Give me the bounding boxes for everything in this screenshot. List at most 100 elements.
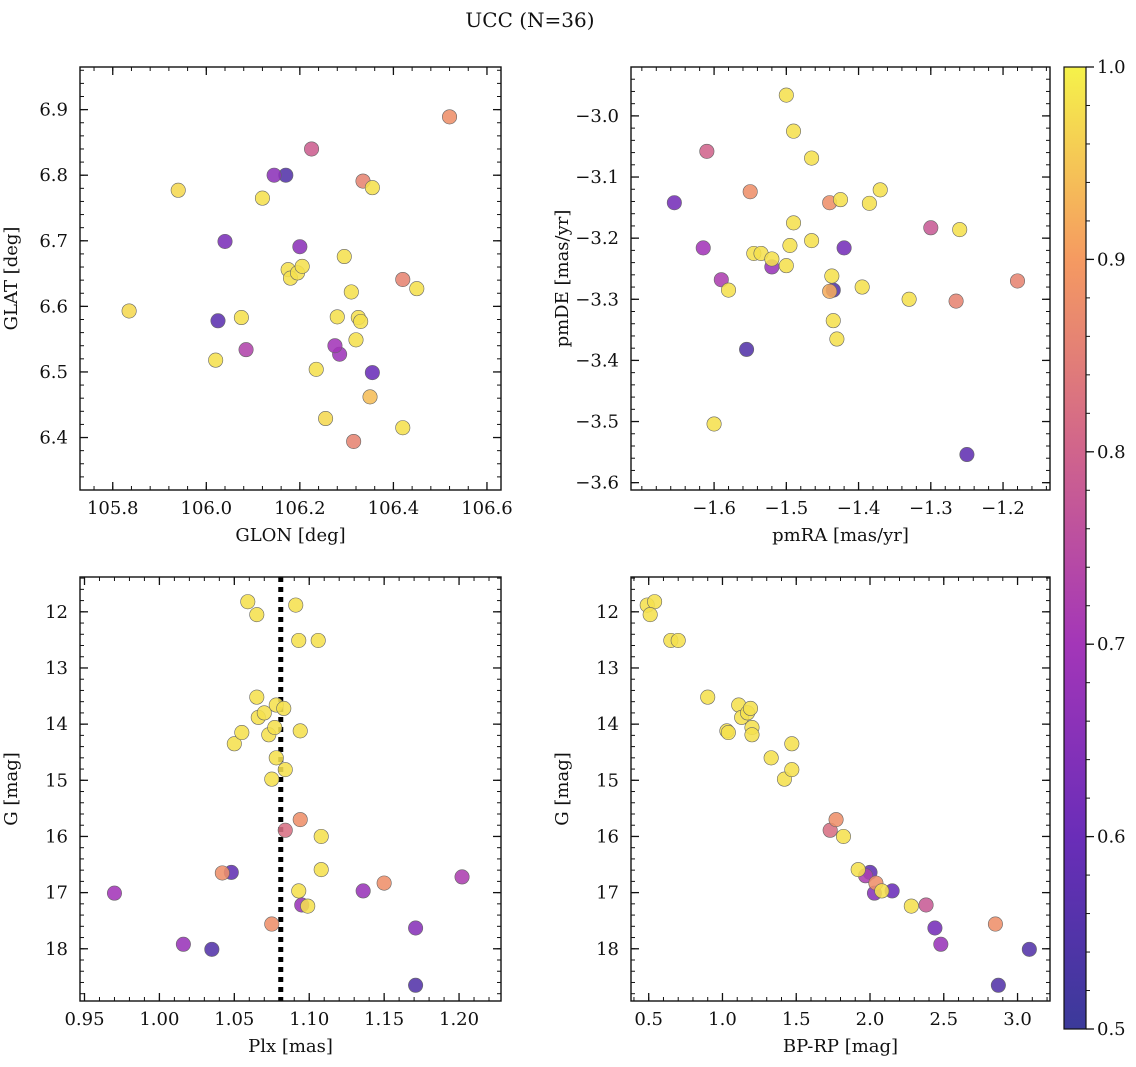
y-tick-label: 18 xyxy=(596,939,619,960)
scatter-points xyxy=(121,109,458,449)
scatter-point xyxy=(835,828,851,844)
axes-frame xyxy=(630,66,1051,491)
scatter-point xyxy=(825,313,841,329)
scatter-point xyxy=(308,361,324,377)
scatter-point xyxy=(277,762,293,778)
scatter-point xyxy=(923,220,939,236)
y-axis-label: G [mag] xyxy=(552,752,573,825)
x-tick-label: −1.4 xyxy=(837,498,881,519)
x-tick-label: 2.5 xyxy=(929,1009,958,1030)
scatter-point xyxy=(240,594,256,610)
scatter-point xyxy=(778,258,794,274)
x-tick-label: 3.0 xyxy=(1003,1009,1032,1030)
colorbar-tick-label: 0.5 xyxy=(1097,1019,1126,1040)
scatter-point xyxy=(292,239,308,255)
scatter-point xyxy=(786,215,802,231)
scatter-point xyxy=(313,828,329,844)
scatter-point xyxy=(1021,941,1037,957)
scatter-point xyxy=(786,123,802,139)
y-tick-label: 12 xyxy=(45,602,68,623)
scatter-point xyxy=(234,725,250,741)
colorbar: 0.5 0.6 0.7 0.8 0.9 1.0 xyxy=(1063,57,1126,1040)
y-tick-label: −3.6 xyxy=(575,473,619,494)
y-tick-label: 6.9 xyxy=(39,100,68,121)
scatter-point xyxy=(336,249,352,265)
y-tick-label: −3.4 xyxy=(575,350,619,371)
scatter-point xyxy=(927,920,943,936)
y-tick-label: 6.6 xyxy=(39,296,68,317)
scatter-point xyxy=(720,725,736,741)
x-tick-label: 1.5 xyxy=(782,1009,811,1030)
scatter-point xyxy=(850,862,866,878)
scatter-point xyxy=(874,883,890,899)
panel-cmd: 0.5 1.0 1.5 2.0 2.5 3.0 12 13 14 15 16 17 18 BP-RP [m… xyxy=(552,576,1051,1057)
scatter-point xyxy=(854,279,870,295)
x-tick-label: 106.0 xyxy=(181,498,233,519)
scatter-point xyxy=(353,313,369,329)
x-tick-label: 1.05 xyxy=(214,1009,254,1030)
scatter-point xyxy=(288,597,304,613)
scatter-point xyxy=(217,233,233,249)
plot-area xyxy=(631,67,1050,490)
scatter-point xyxy=(987,916,1003,932)
scatter-point xyxy=(700,689,716,705)
y-tick-label: 15 xyxy=(596,770,619,791)
scatter-point xyxy=(121,303,137,319)
y-tick-label: 14 xyxy=(596,714,619,735)
axes-frame xyxy=(79,66,502,491)
scatter-point xyxy=(106,885,122,901)
scatter-point xyxy=(822,283,838,299)
scatter-point xyxy=(204,941,220,957)
y-axis-label: pmDE [mas/yr] xyxy=(552,210,573,348)
x-tick-label: 1.10 xyxy=(289,1009,329,1030)
scatter-point xyxy=(778,87,794,103)
scatter-point xyxy=(264,916,280,932)
scatter-points xyxy=(106,577,470,1001)
y-tick-label: 12 xyxy=(596,602,619,623)
scatter-point xyxy=(364,180,380,196)
scatter-point xyxy=(990,977,1006,993)
x-tick-label: 106.4 xyxy=(368,498,420,519)
scatter-point xyxy=(329,309,345,325)
y-tick-label: 13 xyxy=(45,658,68,679)
scatter-point xyxy=(300,898,316,914)
scatter-point xyxy=(249,607,265,623)
scatter-point xyxy=(901,291,917,307)
scatter-point xyxy=(343,284,359,300)
y-tick-label: 13 xyxy=(596,658,619,679)
x-tick-label: 0.95 xyxy=(64,1009,104,1030)
x-tick-label: 106.2 xyxy=(274,498,326,519)
x-tick-label: 0.5 xyxy=(634,1009,663,1030)
scatter-point xyxy=(362,389,378,405)
scatter-point xyxy=(170,182,186,198)
scatter-point xyxy=(948,293,964,309)
y-tick-label: −3.1 xyxy=(575,167,619,188)
scatter-point xyxy=(1009,273,1025,289)
y-tick-label: 17 xyxy=(596,883,619,904)
y-tick-label: −3.2 xyxy=(575,228,619,249)
scatter-point xyxy=(670,632,686,648)
scatter-point xyxy=(763,750,779,766)
scatter-point xyxy=(699,143,715,159)
scatter-point xyxy=(256,705,272,721)
colorbar-gradient xyxy=(1063,66,1087,1030)
y-tick-label: −3.0 xyxy=(575,106,619,127)
scatter-points xyxy=(666,87,1025,463)
scatter-point xyxy=(264,771,280,787)
scatter-point xyxy=(824,268,840,284)
x-tick-label: −1.5 xyxy=(764,498,808,519)
x-axis-label: GLON [deg] xyxy=(235,525,345,546)
colorbar-tick-label: 0.9 xyxy=(1097,249,1126,270)
y-tick-label: 14 xyxy=(45,714,68,735)
scatter-point xyxy=(739,341,755,357)
scatter-point xyxy=(267,720,283,736)
scatter-point xyxy=(266,167,282,183)
y-tick-label: 6.4 xyxy=(39,428,68,449)
y-tick-label: 18 xyxy=(45,939,68,960)
x-tick-label: 105.8 xyxy=(87,498,139,519)
scatter-point xyxy=(310,632,326,648)
x-tick-label: 106.6 xyxy=(461,498,513,519)
scatter-point xyxy=(903,898,919,914)
scatter-point xyxy=(695,240,711,256)
